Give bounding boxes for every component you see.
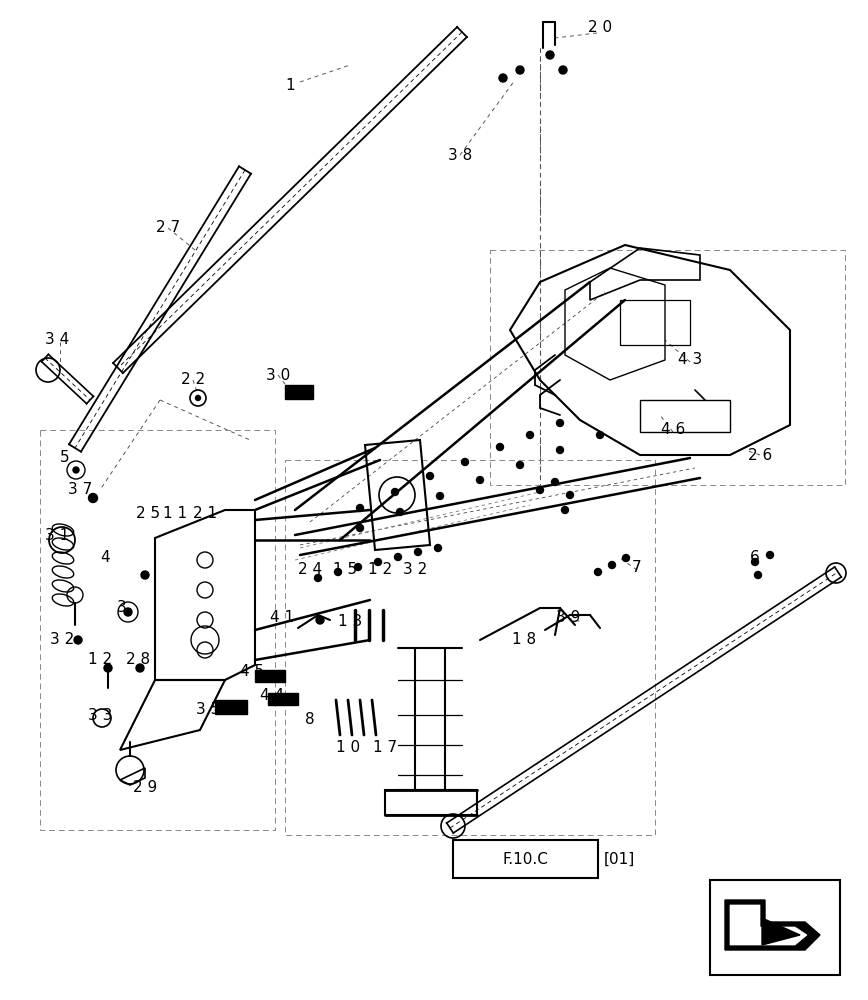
Text: 1 5: 1 5 — [333, 562, 357, 578]
Circle shape — [551, 479, 558, 486]
Text: 4 1: 4 1 — [270, 610, 294, 626]
Circle shape — [136, 664, 144, 672]
Circle shape — [536, 487, 543, 493]
Text: 2 8: 2 8 — [126, 652, 150, 668]
Text: 4 6: 4 6 — [661, 422, 685, 438]
Text: 3 7: 3 7 — [68, 483, 92, 497]
Polygon shape — [725, 900, 820, 950]
Text: 3 8: 3 8 — [448, 147, 472, 162]
Circle shape — [608, 562, 615, 568]
Circle shape — [516, 462, 523, 468]
Text: 2 1: 2 1 — [193, 506, 217, 522]
Circle shape — [354, 564, 361, 570]
Circle shape — [374, 558, 382, 566]
Text: 1 8: 1 8 — [512, 633, 536, 648]
Circle shape — [556, 420, 563, 426]
Text: F.10.C: F.10.C — [503, 852, 549, 866]
Text: 3 5: 3 5 — [196, 702, 220, 718]
Text: 3 4: 3 4 — [45, 332, 69, 348]
Circle shape — [496, 444, 503, 450]
Bar — [620, 300, 690, 345]
Bar — [268, 693, 298, 705]
Text: 4 3: 4 3 — [678, 353, 702, 367]
Circle shape — [89, 493, 97, 502]
Circle shape — [596, 432, 603, 438]
Text: 6: 6 — [750, 550, 760, 566]
Bar — [385, 790, 477, 815]
Circle shape — [73, 467, 79, 473]
Text: 2 5: 2 5 — [136, 506, 160, 522]
Circle shape — [397, 508, 404, 516]
Circle shape — [527, 432, 534, 438]
Text: 1 1: 1 1 — [163, 506, 187, 522]
Text: 1 0: 1 0 — [336, 740, 360, 756]
Text: 3 9: 3 9 — [556, 610, 580, 626]
Circle shape — [499, 74, 507, 82]
Text: 3 2: 3 2 — [49, 633, 74, 648]
Circle shape — [141, 571, 149, 579]
Circle shape — [316, 616, 324, 624]
Text: 2 4: 2 4 — [298, 562, 322, 578]
Text: 1 7: 1 7 — [373, 740, 397, 756]
Bar — [710, 880, 840, 975]
Circle shape — [357, 504, 364, 512]
Circle shape — [394, 554, 402, 560]
Text: 1 3: 1 3 — [338, 614, 362, 630]
Text: 2 7: 2 7 — [156, 221, 180, 235]
Bar — [255, 670, 285, 682]
Text: 2 0: 2 0 — [588, 20, 612, 35]
Text: 3 0: 3 0 — [266, 367, 290, 382]
Circle shape — [567, 491, 574, 498]
Polygon shape — [762, 918, 800, 945]
Text: 3 1: 3 1 — [45, 528, 69, 542]
Text: 1 2: 1 2 — [368, 562, 392, 578]
Circle shape — [754, 572, 761, 578]
Circle shape — [357, 524, 364, 532]
Circle shape — [334, 568, 341, 576]
Text: 2 6: 2 6 — [748, 448, 773, 462]
Circle shape — [562, 506, 569, 514]
Circle shape — [516, 66, 524, 74]
Polygon shape — [730, 905, 807, 945]
Text: 4 5: 4 5 — [240, 664, 264, 680]
Text: 3 2: 3 2 — [403, 562, 427, 578]
Text: 1: 1 — [286, 78, 295, 93]
Bar — [453, 840, 598, 878]
Text: 3: 3 — [117, 599, 127, 614]
Circle shape — [622, 554, 629, 562]
Circle shape — [546, 51, 554, 59]
Circle shape — [74, 636, 82, 644]
Bar — [215, 700, 247, 714]
Circle shape — [595, 568, 602, 576]
Text: 7: 7 — [632, 560, 641, 576]
Bar — [640, 400, 730, 432]
Text: 4 4: 4 4 — [260, 688, 284, 702]
Text: 4: 4 — [100, 550, 110, 566]
Text: 8: 8 — [306, 712, 315, 728]
Bar — [285, 385, 313, 399]
Circle shape — [477, 477, 483, 484]
Circle shape — [435, 544, 442, 552]
Text: 5: 5 — [60, 450, 69, 466]
Text: 3 3: 3 3 — [88, 708, 112, 722]
Circle shape — [124, 608, 132, 616]
Circle shape — [426, 473, 433, 480]
Circle shape — [391, 488, 398, 495]
Text: 2 2: 2 2 — [181, 372, 205, 387]
Text: 2 9: 2 9 — [133, 780, 157, 796]
Circle shape — [752, 558, 759, 566]
Circle shape — [556, 446, 563, 454]
Circle shape — [766, 552, 773, 558]
Circle shape — [437, 492, 444, 499]
Circle shape — [195, 395, 201, 400]
Circle shape — [314, 574, 321, 582]
Circle shape — [415, 548, 422, 556]
Text: 1 2: 1 2 — [88, 652, 112, 668]
Circle shape — [462, 458, 469, 466]
Circle shape — [104, 664, 112, 672]
Circle shape — [559, 66, 567, 74]
Text: [01]: [01] — [604, 852, 635, 866]
